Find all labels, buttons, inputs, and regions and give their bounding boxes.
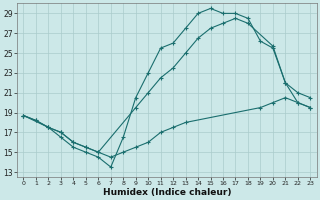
X-axis label: Humidex (Indice chaleur): Humidex (Indice chaleur) bbox=[103, 188, 231, 197]
